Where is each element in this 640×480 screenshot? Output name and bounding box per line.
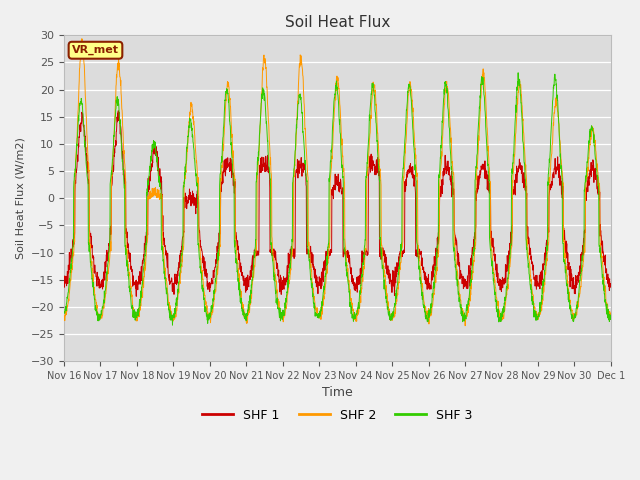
- Text: VR_met: VR_met: [72, 45, 119, 55]
- Legend: SHF 1, SHF 2, SHF 3: SHF 1, SHF 2, SHF 3: [197, 404, 477, 427]
- Y-axis label: Soil Heat Flux (W/m2): Soil Heat Flux (W/m2): [15, 137, 25, 259]
- X-axis label: Time: Time: [322, 386, 353, 399]
- Title: Soil Heat Flux: Soil Heat Flux: [285, 15, 390, 30]
